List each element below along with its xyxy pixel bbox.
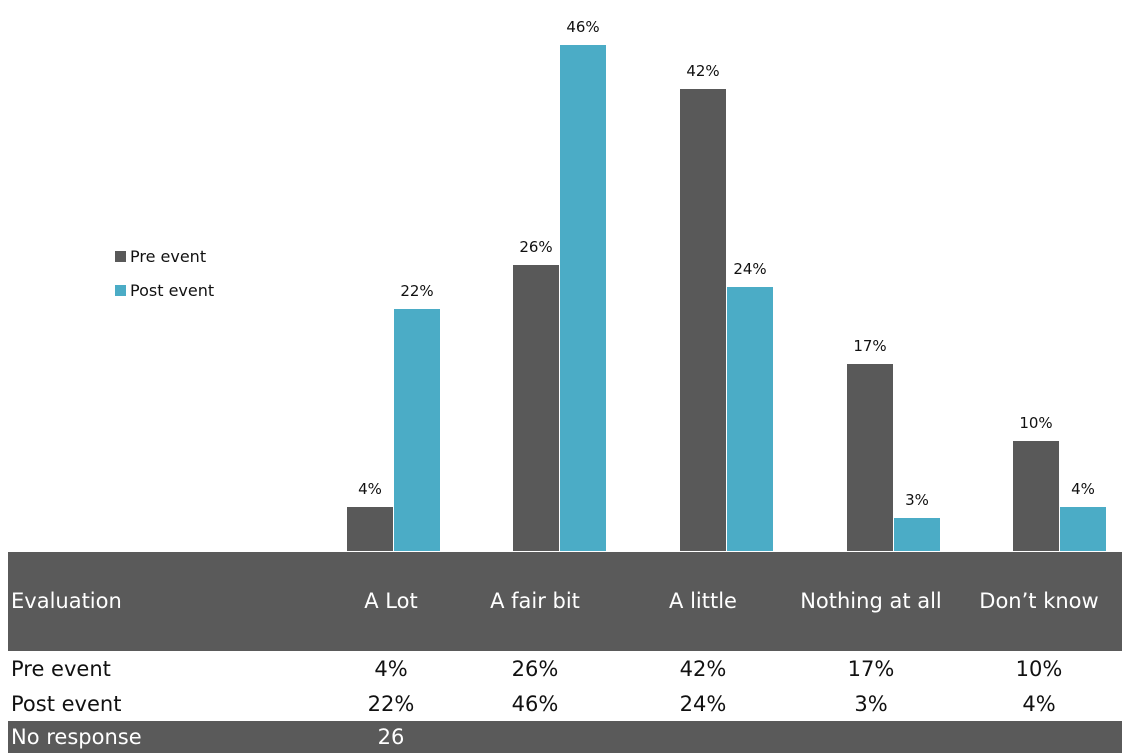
legend-swatch-post (115, 284, 126, 296)
table-row: Post event 22% 46% 24% 3% 4% (8, 686, 1122, 721)
table-cell: 24% (679, 691, 727, 716)
chart-area: 4% 26% 42% 17% 10% 22% 46% 24% 3% 4% Pre event Po… (115, 18, 1106, 551)
bar-pre-1 (513, 265, 559, 551)
table-header-cell: Evaluation (8, 552, 331, 651)
table-footer-empty (451, 721, 619, 753)
table-footer-label: No response (8, 721, 331, 753)
table-header-cell: A fair bit (451, 552, 619, 651)
table-cell: Pre event (11, 656, 111, 681)
bar-pre-0 (347, 507, 393, 551)
table-row: Pre event 4% 26% 42% 17% 10% (8, 651, 1122, 686)
bar-pre-3 (847, 364, 893, 551)
table-footer-empty (619, 721, 787, 753)
data-label-post-1: 46% (566, 18, 599, 36)
bar-post-2 (727, 287, 773, 551)
bar-chart: 4% 26% 42% 17% 10% 22% 46% 24% 3% 4% (347, 18, 1106, 551)
bar-post-1 (560, 45, 606, 551)
table-footer-row: No response 26 (8, 721, 1122, 753)
data-table: Evaluation A Lot A fair bit A little Not… (8, 552, 1122, 753)
bar-post-0 (394, 309, 440, 551)
table-cell: 42% (679, 656, 727, 681)
legend-label-pre: Pre event (130, 246, 207, 266)
legend-label-post: Post event (130, 280, 215, 300)
bar-pre-2 (680, 89, 726, 551)
data-label-post-2: 24% (733, 260, 766, 278)
table-cell: 4% (374, 656, 408, 681)
legend: Pre event Post event (115, 245, 214, 313)
legend-item-pre: Pre event (115, 245, 214, 267)
table-cell: 22% (367, 691, 415, 716)
bar-pre-4 (1013, 441, 1059, 551)
data-label-pre-3: 17% (853, 337, 886, 355)
data-label-pre-2: 42% (686, 62, 719, 80)
table-cell: 10% (1015, 656, 1063, 681)
table-header-cell: Nothing at all (787, 552, 955, 651)
legend-swatch-pre (115, 250, 126, 262)
data-label-pre-4: 10% (1019, 414, 1052, 432)
bar-post-4 (1060, 507, 1106, 551)
data-label-pre-0: 4% (358, 480, 382, 498)
table-cell: 26% (511, 656, 559, 681)
table-cell: 46% (511, 691, 559, 716)
data-label-post-0: 22% (400, 282, 433, 300)
table-cell: 3% (854, 691, 888, 716)
data-label-post-4: 4% (1071, 480, 1095, 498)
table-header-row: Evaluation A Lot A fair bit A little Not… (8, 552, 1122, 651)
bar-post-3 (894, 518, 940, 551)
table-footer-empty (787, 721, 955, 753)
table-footer-value: 26 (331, 721, 451, 753)
table-header-cell: A Lot (331, 552, 451, 651)
table-cell: Post event (11, 691, 122, 716)
legend-item-post: Post event (115, 279, 214, 301)
table-header-cell: Don’t know (955, 552, 1122, 651)
table-footer-empty (955, 721, 1122, 753)
table-cell: 17% (847, 656, 895, 681)
table-header-cell: A little (619, 552, 787, 651)
data-label-pre-1: 26% (519, 238, 552, 256)
data-label-post-3: 3% (905, 491, 929, 509)
table-cell: 4% (1022, 691, 1056, 716)
